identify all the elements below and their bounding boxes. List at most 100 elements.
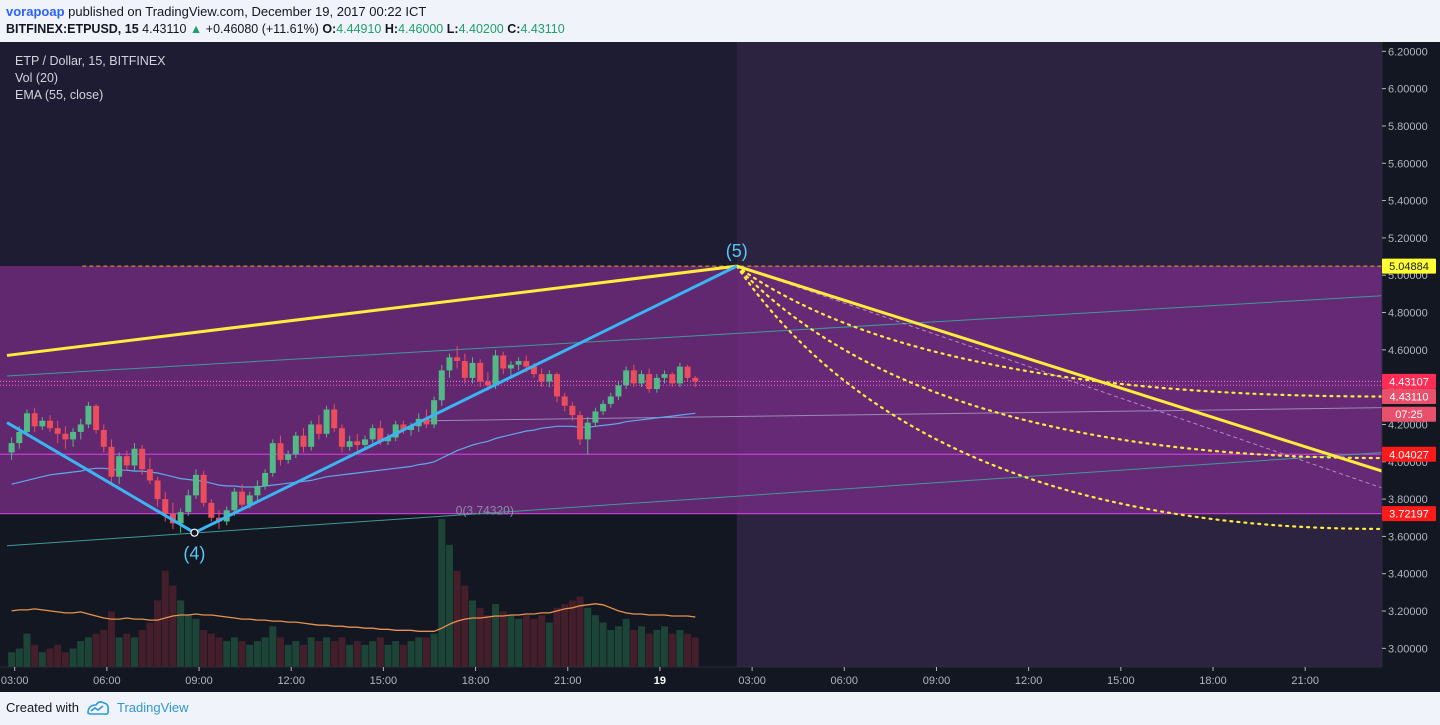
candle-body: [607, 396, 614, 404]
volume-bar: [492, 604, 500, 667]
volume-bar: [54, 644, 62, 667]
volume-bar: [591, 615, 599, 667]
volume-bar: [538, 615, 546, 667]
volume-bar: [438, 519, 446, 667]
volume-bar: [584, 607, 592, 667]
volume-bar: [630, 630, 638, 667]
price-tag-label: 4.43110: [1390, 391, 1429, 403]
volume-bar: [123, 633, 131, 667]
price-chart[interactable]: (4) (5) 0(3.74320) 6.20000 6.00000 5.80000 5.6…: [0, 42, 1440, 692]
volume-bar: [230, 637, 238, 667]
wave-label-4: (4): [183, 544, 205, 564]
price-tick-label: 3.20000: [1388, 606, 1428, 618]
candle-body: [446, 357, 453, 371]
candle-body: [338, 428, 345, 447]
candle-body: [361, 439, 368, 445]
candle-body: [515, 361, 522, 365]
candle-body: [246, 495, 253, 505]
price-tick-label: 3.40000: [1388, 569, 1428, 581]
volume-bar: [384, 644, 392, 667]
time-tick-label: 12:00: [277, 675, 305, 687]
price-tick-label: 4.60000: [1388, 345, 1428, 357]
candle-body: [331, 409, 338, 429]
candle-body: [392, 424, 399, 438]
close-value: 4.43110: [520, 22, 565, 36]
candle-body: [423, 418, 430, 425]
footer: Created with TradingView: [0, 692, 1440, 725]
price-tag-box: [1382, 258, 1436, 274]
candle-body: [292, 435, 299, 455]
volume-bar: [568, 600, 576, 667]
volume-bar: [553, 607, 561, 667]
volume-bar: [637, 626, 645, 667]
volume-bar: [499, 611, 507, 667]
candle-body: [600, 403, 607, 412]
author-link[interactable]: vorapoap: [6, 4, 65, 19]
volume-bar: [161, 570, 169, 667]
candle-body: [185, 495, 192, 513]
time-tick-label: 15:00: [370, 675, 398, 687]
target-zone-right: [736, 266, 1382, 514]
candle-body: [47, 420, 54, 429]
wave-point-marker: [190, 528, 199, 537]
volume-bar: [107, 611, 115, 667]
price-tag-box: [1382, 446, 1436, 462]
volume-bar: [338, 637, 346, 667]
price-tag-label: 5.04884: [1389, 261, 1429, 273]
tradingview-link[interactable]: TradingView: [117, 700, 189, 715]
time-axis-background: [0, 667, 1440, 692]
volume-bar: [507, 615, 515, 667]
volume-bar: [353, 641, 361, 667]
volume-bar: [284, 644, 292, 667]
candle-body: [23, 413, 30, 432]
candle-body: [8, 443, 15, 453]
volume-bar: [38, 652, 46, 667]
symbol-label: BITFINEX:ETPUSD, 15: [6, 22, 139, 36]
candle-body: [354, 441, 361, 445]
volume-bar: [269, 626, 277, 667]
candle-body: [692, 377, 699, 382]
volume-bar: [92, 633, 100, 667]
volume-bar: [461, 585, 469, 667]
volume-bar: [561, 604, 569, 667]
candle-body: [131, 448, 138, 466]
volume-bar: [445, 544, 453, 667]
candle-body: [116, 456, 123, 477]
candle-body: [239, 491, 246, 505]
candle-body: [569, 405, 576, 416]
volume-bar: [61, 652, 69, 667]
published-text: published on TradingView.com, December 1…: [68, 4, 427, 19]
legend-volume: Vol (20): [15, 71, 59, 85]
time-tick-label: 09:00: [923, 675, 951, 687]
created-with-label: Created with: [6, 700, 79, 715]
volume-bar: [31, 644, 39, 667]
candle-body: [108, 446, 115, 477]
candle-body: [577, 415, 584, 440]
volume-bar: [653, 630, 661, 667]
volume-bar: [69, 648, 77, 667]
candle-body: [400, 424, 407, 431]
candle-body: [546, 374, 553, 382]
candle-body: [630, 370, 637, 384]
candle-body: [592, 411, 599, 423]
price-tick-label: 3.80000: [1388, 494, 1428, 506]
volume-bar: [138, 630, 146, 667]
chart-area[interactable]: (4) (5) 0(3.74320) 6.20000 6.00000 5.80000 5.6…: [0, 42, 1440, 692]
volume-bar: [223, 641, 231, 667]
time-tick-label: 21:00: [554, 675, 582, 687]
volume-bar: [192, 618, 200, 667]
time-tick-label: 15:00: [1107, 675, 1135, 687]
candle-body: [192, 474, 199, 496]
price-axis-background: [1382, 42, 1440, 692]
price-tag-box: [1382, 373, 1436, 389]
candle-body: [100, 430, 107, 447]
volume-bar: [361, 644, 369, 667]
price-tag-label: 3.72197: [1389, 509, 1429, 521]
price-tick-label: 5.60000: [1388, 158, 1428, 170]
candle-body: [323, 409, 330, 434]
low-value: 4.40200: [458, 22, 504, 36]
legend-symbol: ETP / Dollar, 15, BITFINEX: [15, 54, 166, 68]
time-tick-label: 19: [654, 675, 666, 687]
time-tick-label: 12:00: [1015, 675, 1043, 687]
candle-body: [285, 454, 292, 460]
